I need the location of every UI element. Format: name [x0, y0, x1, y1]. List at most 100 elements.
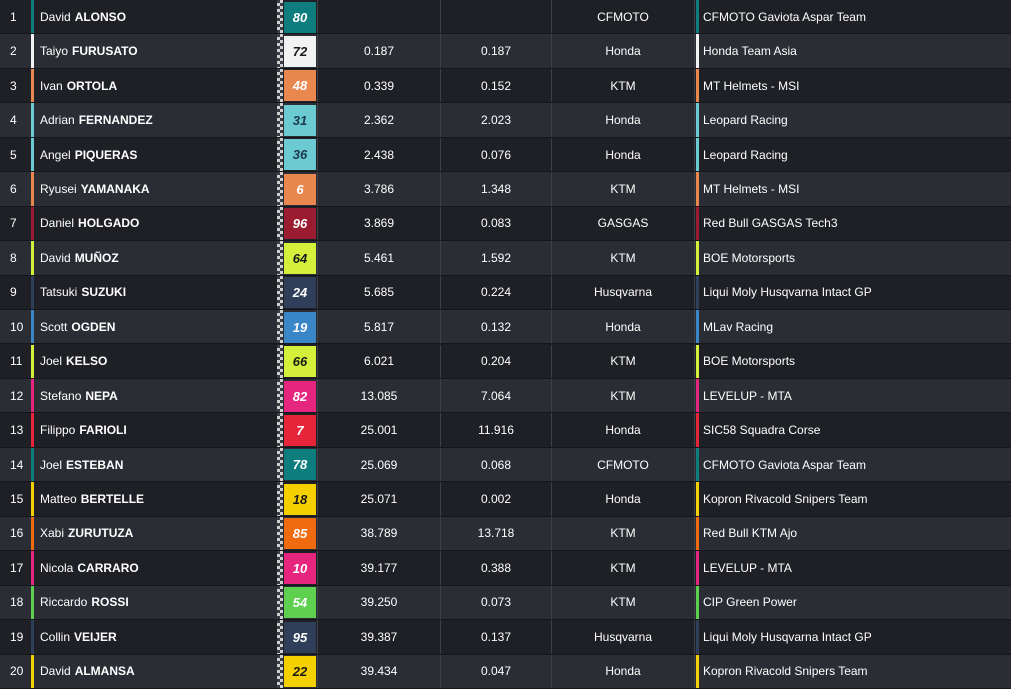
gap-to-leader: 39.387: [360, 629, 398, 644]
rider-name[interactable]: Daniel HOLGADO: [40, 207, 270, 240]
rider-first-name: Scott: [40, 319, 68, 334]
column-divider: [551, 241, 552, 275]
rider-team-color-bar: [31, 654, 34, 688]
table-row[interactable]: 20 David ALMANSA 22 39.434 0.047 Honda K…: [0, 654, 1011, 689]
team-name[interactable]: CFMOTO Gaviota Aspar Team: [703, 9, 866, 24]
team-color-bar: [696, 172, 699, 206]
gap-to-previous: 0.204: [480, 354, 512, 369]
column-divider: [551, 103, 552, 137]
gap-to-previous: 7.064: [480, 388, 512, 403]
table-row[interactable]: 19 Collin VEIJER 95 39.387 0.137 Husqvar…: [0, 620, 1011, 655]
table-row[interactable]: 16 Xabi ZURUTUZA 85 38.789 13.718 KTM Re…: [0, 516, 1011, 552]
position: 14: [10, 457, 24, 472]
rider-name[interactable]: Xabi ZURUTUZA: [40, 517, 270, 550]
table-row[interactable]: 2 Taiyo FURUSATO 72 0.187 0.187 Honda Ho…: [0, 34, 1011, 69]
rider-name[interactable]: Matteo BERTELLE: [40, 482, 270, 515]
rider-name[interactable]: Riccardo ROSSI: [40, 586, 270, 619]
table-row[interactable]: 8 David MUÑOZ 64 5.461 1.592 KTM BOE Mot…: [0, 241, 1011, 276]
column-divider: [551, 620, 552, 654]
team-name[interactable]: CFMOTO Gaviota Aspar Team: [703, 457, 866, 472]
rider-name[interactable]: Ivan ORTOLA: [40, 69, 270, 102]
column-divider: [694, 413, 695, 447]
rider-name[interactable]: Collin VEIJER: [40, 620, 270, 653]
team-name[interactable]: Honda Team Asia: [703, 44, 797, 59]
gap-to-leader: 3.869: [363, 216, 395, 231]
team-name[interactable]: BOE Motorsports: [703, 250, 796, 265]
checkered-flag-strip: [277, 585, 283, 620]
table-row[interactable]: 11 Joel KELSO 66 6.021 0.204 KTM BOE Mot…: [0, 344, 1011, 379]
rider-name[interactable]: David ALMANSA: [40, 655, 270, 688]
team-name[interactable]: LEVELUP - MTA: [703, 560, 792, 575]
table-row[interactable]: 10 Scott OGDEN 19 5.817 0.132 Honda MLav…: [0, 310, 1011, 345]
table-row[interactable]: 6 Ryusei YAMANAKA 6 3.786 1.348 KTM MT H…: [0, 172, 1011, 207]
team-name[interactable]: Leopard Racing: [703, 113, 788, 128]
rider-name[interactable]: David MUÑOZ: [40, 241, 270, 274]
team-name[interactable]: MLav Racing: [703, 319, 774, 334]
rider-team-color-bar: [31, 378, 34, 413]
table-row[interactable]: 4 Adrian FERNANDEZ 31 2.362 2.023 Honda …: [0, 103, 1011, 138]
team-name[interactable]: SIC58 Squadra Corse: [703, 423, 821, 438]
rider-name[interactable]: Joel KELSO: [40, 345, 270, 378]
team-name[interactable]: Kopron Rivacold Snipers Team: [703, 664, 868, 679]
team-name[interactable]: CIP Green Power: [703, 595, 797, 610]
rider-name[interactable]: David ALONSO: [40, 0, 270, 33]
rider-name[interactable]: Stefano NEPA: [40, 379, 270, 412]
column-divider: [317, 447, 318, 482]
team-name[interactable]: BOE Motorsports: [703, 354, 796, 369]
team-name[interactable]: LEVELUP - MTA: [703, 388, 792, 403]
table-row[interactable]: 1 David ALONSO 80 CFMOTO CFMOTO Gaviota …: [0, 0, 1011, 35]
column-divider: [694, 206, 695, 241]
table-row[interactable]: 13 Filippo FARIOLI 7 25.001 11.916 Honda…: [0, 413, 1011, 448]
column-divider: [551, 275, 552, 310]
rider-name[interactable]: Ryusei YAMANAKA: [40, 172, 270, 205]
team-name[interactable]: Red Bull GASGAS Tech3: [703, 216, 838, 231]
checkered-flag-strip: [277, 516, 283, 551]
checkered-flag-strip: [277, 34, 283, 68]
rider-team-color-bar: [31, 413, 34, 447]
gap-to-previous: 0.187: [480, 44, 512, 59]
team-name[interactable]: Liqui Moly Husqvarna Intact GP: [703, 285, 872, 300]
column-divider: [317, 0, 318, 34]
column-divider: [694, 68, 695, 103]
team-name[interactable]: MT Helmets - MSI: [703, 78, 800, 93]
table-row[interactable]: 3 Ivan ORTOLA 48 0.339 0.152 KTM MT Helm…: [0, 68, 1011, 104]
position: 13: [10, 423, 24, 438]
table-row[interactable]: 7 Daniel HOLGADO 96 3.869 0.083 GASGAS R…: [0, 206, 1011, 242]
table-row[interactable]: 9 Tatsuki SUZUKI 24 5.685 0.224 Husqvarn…: [0, 275, 1011, 311]
rider-name[interactable]: Joel ESTEBAN: [40, 448, 270, 481]
rider-name[interactable]: Angel PIQUERAS: [40, 138, 270, 171]
position: 10: [10, 319, 24, 334]
team-name[interactable]: Red Bull KTM Ajo: [703, 526, 798, 541]
table-row[interactable]: 14 Joel ESTEBAN 78 25.069 0.068 CFMOTO C…: [0, 447, 1011, 483]
team-name[interactable]: Leopard Racing: [703, 147, 788, 162]
table-row[interactable]: 5 Angel PIQUERAS 36 2.438 0.076 Honda Le…: [0, 137, 1011, 173]
gap-to-leader: 39.250: [360, 595, 398, 610]
rider-name[interactable]: Scott OGDEN: [40, 310, 270, 343]
team-name[interactable]: Liqui Moly Husqvarna Intact GP: [703, 629, 872, 644]
rider-first-name: Riccardo: [40, 595, 88, 610]
column-divider: [551, 447, 552, 482]
team-name[interactable]: Kopron Rivacold Snipers Team: [703, 492, 868, 507]
manufacturer: Honda: [605, 319, 641, 334]
manufacturer: KTM: [610, 526, 636, 541]
table-row[interactable]: 17 Nicola CARRARO 10 39.177 0.388 KTM LE…: [0, 551, 1011, 586]
rider-name[interactable]: Nicola CARRARO: [40, 551, 270, 584]
gap-to-leader: 38.789: [360, 526, 398, 541]
column-divider: [317, 103, 318, 137]
rider-name[interactable]: Filippo FARIOLI: [40, 413, 270, 446]
table-row[interactable]: 15 Matteo BERTELLE 18 25.071 0.002 Honda…: [0, 482, 1011, 517]
column-divider: [694, 447, 695, 482]
table-row[interactable]: 12 Stefano NEPA 82 13.085 7.064 KTM LEVE…: [0, 378, 1011, 414]
column-divider: [551, 585, 552, 620]
rider-last-name: FERNANDEZ: [78, 113, 153, 128]
rider-name[interactable]: Taiyo FURUSATO: [40, 34, 270, 67]
column-divider: [694, 103, 695, 137]
table-row[interactable]: 18 Riccardo ROSSI 54 39.250 0.073 KTM CI…: [0, 585, 1011, 621]
rider-last-name: ZURUTUZA: [68, 526, 134, 541]
rider-name[interactable]: Tatsuki SUZUKI: [40, 276, 270, 309]
team-name[interactable]: MT Helmets - MSI: [703, 181, 800, 196]
rider-team-color-bar: [31, 620, 34, 654]
rider-name[interactable]: Adrian FERNANDEZ: [40, 103, 270, 136]
rider-first-name: Xabi: [40, 526, 65, 541]
